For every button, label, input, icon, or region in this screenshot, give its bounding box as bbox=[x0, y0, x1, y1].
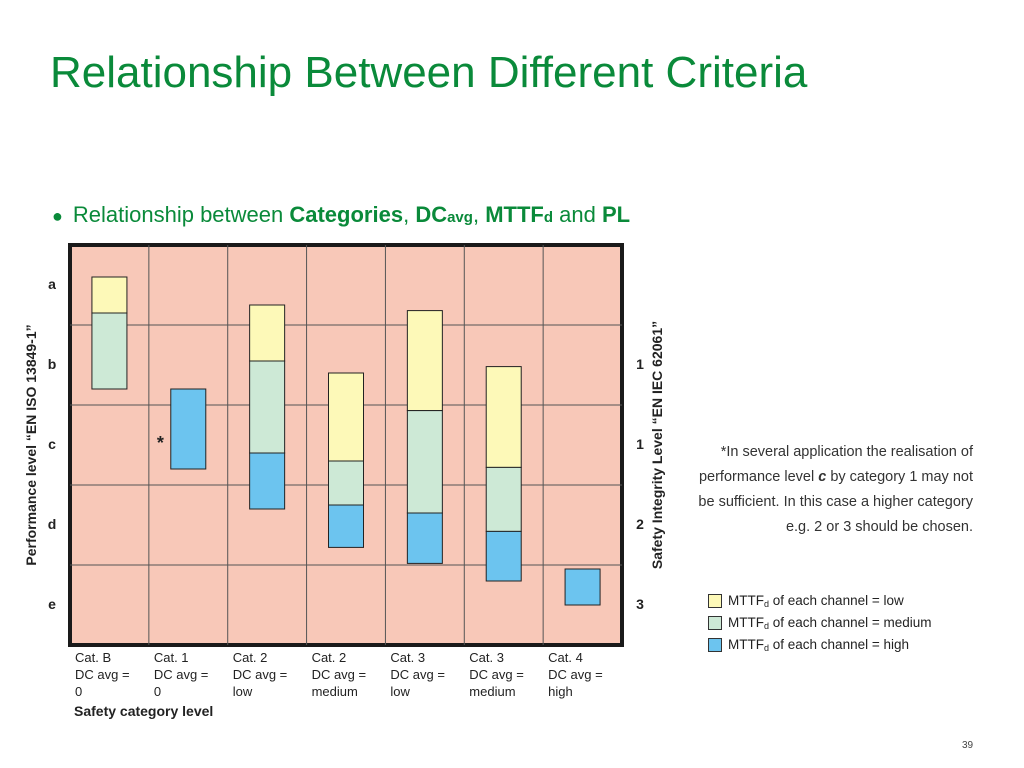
legend-swatch bbox=[708, 594, 722, 608]
bullet-pl: PL bbox=[601, 202, 631, 227]
legend: MTTFd of each channel = low MTTFd of eac… bbox=[708, 590, 932, 656]
bar-segment-high bbox=[170, 388, 207, 470]
pl-tick-label: c bbox=[48, 436, 56, 452]
legend-label: MTTFd of each channel = medium bbox=[728, 615, 932, 631]
category-label: Cat. 3 bbox=[469, 650, 504, 665]
bullet-and: and bbox=[553, 202, 602, 227]
bullet-mttf: MTTF bbox=[485, 202, 544, 227]
bullet-point: ● Relationship between Categories, DCavg,… bbox=[52, 202, 630, 228]
pl-tick-label: e bbox=[48, 596, 56, 612]
legend-label: MTTFd of each channel = low bbox=[728, 593, 904, 609]
category-label: DC avg = bbox=[75, 667, 130, 682]
bar-segment-high bbox=[485, 530, 522, 582]
category-label: low bbox=[233, 684, 253, 699]
category-label: DC avg = bbox=[390, 667, 445, 682]
category-label: high bbox=[548, 684, 573, 699]
sil-tick-label: 3 bbox=[636, 596, 644, 612]
bullet-categories: Categories bbox=[289, 202, 404, 227]
category-label: Cat. 2 bbox=[312, 650, 347, 665]
x-axis-label: Safety category level bbox=[74, 703, 213, 719]
sil-tick-label: 1 bbox=[636, 356, 644, 372]
bar-segment-low bbox=[91, 276, 128, 314]
legend-item: MTTFd of each channel = low bbox=[708, 590, 932, 612]
footnote-text: *In several application the realisation … bbox=[698, 444, 973, 485]
bullet-separator: , bbox=[403, 202, 416, 227]
bar-segment-medium bbox=[249, 360, 286, 454]
category-label: DC avg = bbox=[233, 667, 288, 682]
bullet-dc: DC bbox=[415, 202, 448, 227]
legend-label: MTTFd of each channel = high bbox=[728, 637, 909, 653]
bullet-dc-sub: avg bbox=[447, 209, 473, 226]
footnote-emphasis: c bbox=[818, 469, 827, 485]
pl-tick-label: d bbox=[48, 516, 57, 532]
footnote: *In several application the realisation … bbox=[680, 440, 973, 540]
page-number: 39 bbox=[962, 740, 974, 751]
footnote-text-end: by category 1 may not be sufficient. In … bbox=[698, 469, 973, 535]
bullet-separator: , bbox=[472, 202, 486, 227]
bar-segment-medium bbox=[406, 410, 443, 514]
bullet-mttf-sub: d bbox=[543, 209, 554, 226]
legend-item: MTTFd of each channel = high bbox=[708, 634, 932, 656]
y-axis-label-left: Performance level “EN ISO 13849-1” bbox=[23, 324, 39, 565]
category-label: DC avg = bbox=[469, 667, 524, 682]
category-label: Cat. 4 bbox=[548, 650, 583, 665]
category-label: Cat. 3 bbox=[390, 650, 425, 665]
bullet-prefix: Relationship between bbox=[72, 202, 290, 227]
bar-segment-high bbox=[406, 512, 443, 564]
category-label: DC avg = bbox=[548, 667, 603, 682]
category-label: Cat. B bbox=[75, 650, 111, 665]
category-label: 0 bbox=[75, 684, 82, 699]
category-label: DC avg = bbox=[154, 667, 209, 682]
bar-segment-medium bbox=[328, 460, 364, 506]
category-label: DC avg = bbox=[312, 667, 367, 682]
bar-segment-medium bbox=[485, 466, 522, 532]
pl-tick-label: a bbox=[48, 276, 56, 292]
category-label: low bbox=[390, 684, 410, 699]
bar-segment-high bbox=[249, 452, 286, 510]
pl-tick-label: b bbox=[48, 356, 57, 372]
bar-segment-low bbox=[328, 372, 364, 462]
slide-title: Relationship Between Different Criteria bbox=[50, 48, 808, 97]
bar-segment-low bbox=[485, 366, 522, 468]
bar-segment-high bbox=[564, 568, 601, 606]
legend-swatch bbox=[708, 638, 722, 652]
category-label: Cat. 1 bbox=[154, 650, 189, 665]
bar-segment-low bbox=[249, 304, 286, 362]
y-axis-label-right: Safety Integrity Level “EN IEC 62061” bbox=[649, 321, 665, 569]
bar-segment-low bbox=[406, 310, 443, 412]
legend-item: MTTFd of each channel = medium bbox=[708, 612, 932, 634]
bullet-marker: ● bbox=[52, 206, 63, 226]
asterisk-mark: * bbox=[157, 433, 164, 453]
category-label: medium bbox=[312, 684, 358, 699]
sil-tick-label: 1 bbox=[636, 436, 644, 452]
category-label: Cat. 2 bbox=[233, 650, 268, 665]
sil-tick-label: 2 bbox=[636, 516, 644, 532]
bar-segment-high bbox=[328, 504, 364, 548]
legend-swatch bbox=[708, 616, 722, 630]
category-label: 0 bbox=[154, 684, 161, 699]
bar-segment-medium bbox=[91, 312, 128, 390]
category-label: medium bbox=[469, 684, 515, 699]
